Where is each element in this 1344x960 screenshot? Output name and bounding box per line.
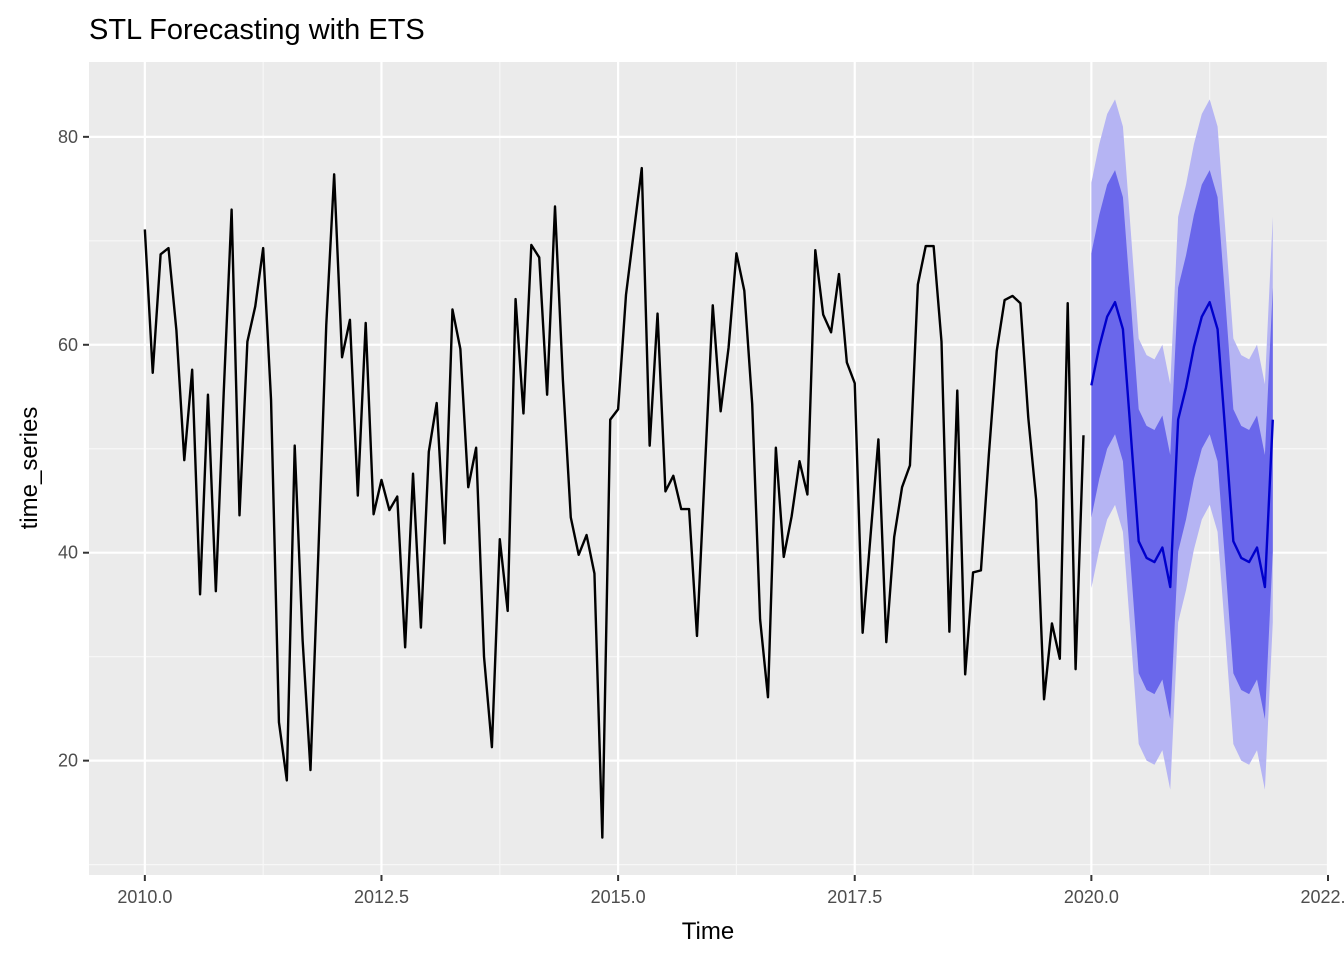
series-lines — [143, 166, 1274, 839]
x-axis-title: Time — [682, 918, 734, 945]
y-tick-label: 20 — [58, 751, 78, 771]
x-tick-label: 2022.5 — [1300, 887, 1344, 907]
y-axis-title: time_series — [16, 407, 43, 530]
x-tick-label: 2015.0 — [591, 887, 646, 907]
x-tick-label: 2010.0 — [117, 887, 172, 907]
x-tick-label: 2012.5 — [354, 887, 409, 907]
x-tick-label: 2017.5 — [827, 887, 882, 907]
prediction-interval-80 — [1091, 170, 1273, 720]
axes: 20 40 60 80 2010.0 2012.5 2015.0 2017.5 2020.0 20… — [58, 127, 1344, 907]
y-tick-label: 40 — [58, 543, 78, 563]
y-tick-label: 80 — [58, 127, 78, 147]
x-tick-label: 2020.0 — [1064, 887, 1119, 907]
y-tick-label: 60 — [58, 335, 78, 355]
forecast-mean-line — [1090, 300, 1274, 589]
observed-series-line — [143, 166, 1085, 839]
forecast-intervals — [1091, 99, 1273, 790]
chart-title: STL Forecasting with ETS — [89, 14, 425, 46]
